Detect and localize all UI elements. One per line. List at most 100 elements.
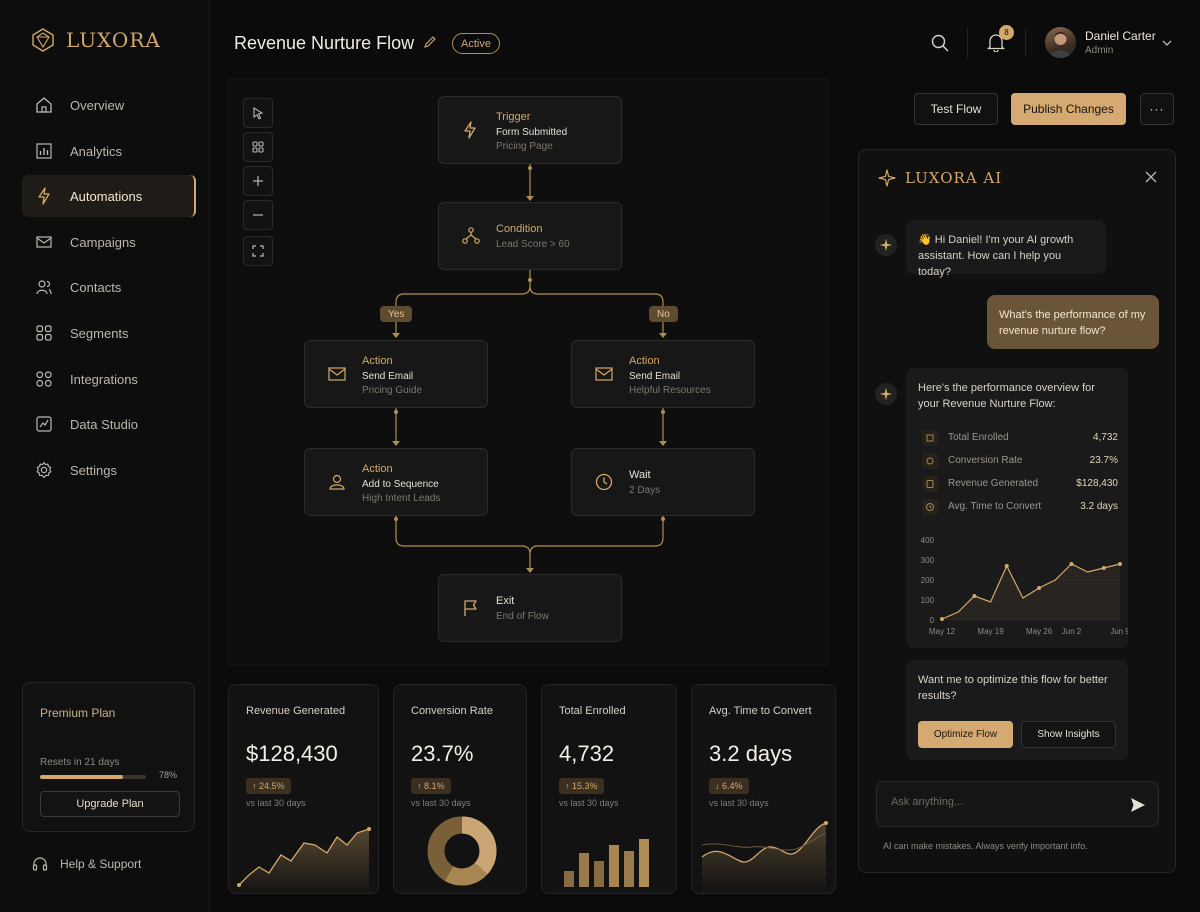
metric-card-revenue[interactable]: Revenue Generated $128,430 ↑ 24.5% vs la… (228, 684, 379, 894)
select-tool-button[interactable] (243, 98, 273, 128)
flow-node-action-send-email[interactable]: Action Send Email Helpful Resources (571, 340, 755, 408)
status-badge: Active (452, 33, 500, 54)
ai-optimize-message: Want me to optimize this flow for better… (906, 660, 1128, 760)
headset-icon (32, 857, 48, 871)
sidebar-item-campaigns[interactable]: Campaigns (22, 221, 196, 263)
sidebar-item-segments[interactable]: Segments (22, 312, 196, 354)
help-support-link[interactable]: Help & Support (32, 856, 141, 872)
sidebar-item-label: Campaigns (70, 234, 136, 250)
sidebar-item-integrations[interactable]: Integrations (22, 358, 196, 400)
sidebar-item-label: Segments (70, 325, 129, 341)
metric-card-enrolled[interactable]: Total Enrolled 4,732 ↑ 15.3% vs last 30 … (541, 684, 677, 894)
sidebar-item-settings[interactable]: Settings (22, 449, 196, 491)
sidebar-item-data-studio[interactable]: Data Studio (22, 403, 196, 445)
ai-assistant-panel: LUXORA AI 👋 Hi Daniel! I'm your AI growt… (858, 149, 1176, 873)
avatar[interactable] (1045, 27, 1076, 58)
sidebar-item-analytics[interactable]: Analytics (22, 130, 196, 172)
chart-x-tick-label: Jun 2 (1062, 627, 1082, 636)
user-message: What's the performance of my revenue nur… (987, 295, 1159, 349)
plan-title: Premium Plan (40, 706, 116, 720)
metric-label: Conversion Rate (411, 705, 493, 717)
metric-card-conversion[interactable]: Conversion Rate 23.7% ↑ 8.1% vs last 30 … (393, 684, 527, 894)
sidebar-item-contacts[interactable]: Contacts (22, 266, 196, 308)
grid-icon (34, 369, 54, 389)
show-insights-button[interactable]: Show Insights (1021, 721, 1116, 748)
bar-chart-icon (34, 141, 54, 161)
brand-logo[interactable]: LUXORA (30, 27, 161, 53)
stat-label: Revenue Generated (948, 478, 1039, 489)
stat-value: $128,430 (1076, 478, 1118, 489)
cursor-icon (253, 107, 264, 120)
chevron-down-icon[interactable] (1161, 37, 1173, 49)
stat-label: Avg. Time to Convert (948, 501, 1042, 512)
user-name[interactable]: Daniel Carter (1085, 29, 1156, 43)
node-title: Send Email (629, 371, 681, 382)
test-flow-button[interactable]: Test Flow (914, 93, 998, 125)
flow-node-trigger[interactable]: Trigger Form Submitted Pricing Page (438, 96, 622, 164)
chart-y-tick-label: 0 (930, 616, 935, 625)
optimize-flow-button[interactable]: Optimize Flow (918, 721, 1013, 748)
sidebar-item-overview[interactable]: Overview (22, 84, 196, 126)
user-role: Admin (1085, 45, 1114, 56)
grid-tool-button[interactable] (243, 132, 273, 162)
zoom-in-button[interactable] (243, 166, 273, 196)
node-type-label: Wait (629, 469, 651, 481)
chart-y-tick-label: 300 (921, 556, 935, 565)
node-title: Form Submitted (496, 127, 568, 138)
ai-avatar (875, 234, 897, 256)
flow-node-condition[interactable]: Condition Lead Score > 60 (438, 202, 622, 270)
more-options-button[interactable]: ··· (1140, 93, 1174, 125)
chart-x-tick-label: Jun 9 (1110, 627, 1128, 636)
sparkle-icon (879, 387, 893, 401)
optimize-prompt: Want me to optimize this flow for better… (918, 674, 1108, 702)
sidebar-item-automations[interactable]: Automations (22, 175, 196, 217)
node-type-label: Action (362, 355, 393, 367)
flow-node-wait[interactable]: Wait 2 Days (571, 448, 755, 516)
bell-icon[interactable] (986, 32, 1006, 52)
page-title: Revenue Nurture Flow (234, 33, 415, 53)
node-type-label: Action (362, 463, 393, 475)
sparkle-icon (878, 169, 896, 187)
minus-icon (253, 214, 263, 216)
ai-greeting-message: 👋 Hi Daniel! I'm your AI growth assistan… (906, 220, 1106, 278)
search-icon[interactable] (930, 33, 950, 53)
send-icon[interactable] (1129, 796, 1147, 814)
stat-row: Revenue Generated $128,430 (922, 475, 1118, 493)
sidebar: LUXORA Overview Analytics Automations Ca… (0, 0, 210, 912)
ai-avatar (875, 383, 897, 405)
edit-title-icon[interactable] (423, 35, 437, 49)
metric-label: Avg. Time to Convert (709, 705, 812, 717)
sidebar-item-label: Data Studio (70, 416, 138, 432)
stat-value: 3.2 days (1080, 501, 1118, 512)
ai-chat-input-box[interactable] (876, 781, 1159, 827)
stat-label: Total Enrolled (948, 432, 1009, 443)
node-type-label: Trigger (496, 111, 531, 123)
close-icon[interactable] (1144, 170, 1158, 184)
flow-node-action-send-email[interactable]: Action Send Email Pricing Guide (304, 340, 488, 408)
plan-reset-text: Resets in 21 days (40, 757, 120, 768)
flow-node-action-add-sequence[interactable]: Action Add to Sequence High Intent Leads (304, 448, 488, 516)
ai-chat-input[interactable] (891, 796, 1111, 808)
mail-icon (34, 232, 54, 252)
expand-icon (252, 245, 264, 257)
overview-intro: Here's the performance overview for your… (918, 382, 1095, 410)
metric-note: vs last 30 days (709, 798, 769, 808)
chart-data-point (1004, 564, 1009, 568)
stat-label: Conversion Rate (948, 455, 1023, 466)
metric-card-time-to-convert[interactable]: Avg. Time to Convert 3.2 days ↓ 6.4% vs … (691, 684, 836, 894)
zoom-out-button[interactable] (243, 200, 273, 230)
stat-row: Total Enrolled 4,732 (922, 429, 1118, 447)
flow-node-exit[interactable]: Exit End of Flow (438, 574, 622, 642)
node-title: End of Flow (496, 611, 549, 622)
metric-note: vs last 30 days (411, 798, 471, 808)
flag-icon (461, 598, 481, 618)
branch-icon (461, 226, 481, 246)
publish-changes-button[interactable]: Publish Changes (1011, 93, 1126, 125)
metric-delta-badge: ↑ 24.5% (246, 778, 291, 794)
metric-wave (701, 821, 828, 893)
users-icon (34, 277, 54, 297)
fit-view-button[interactable] (243, 236, 273, 266)
metric-label: Total Enrolled (559, 705, 626, 717)
upgrade-plan-button[interactable]: Upgrade Plan (40, 791, 180, 817)
